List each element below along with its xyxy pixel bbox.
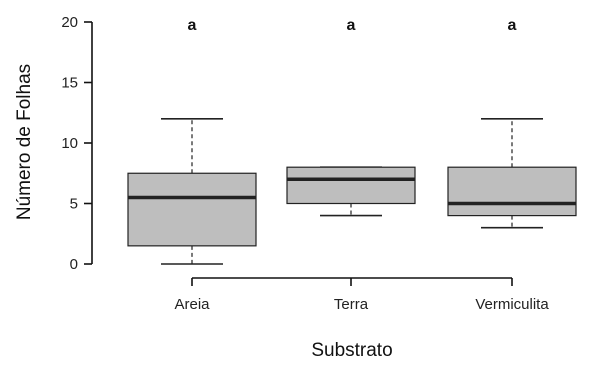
- group-letter: a: [188, 17, 197, 34]
- box-areia: [127, 118, 257, 265]
- y-ticks: 0 5 10 15 20: [61, 14, 92, 273]
- iqr-box: [286, 166, 416, 205]
- box-terra: [286, 166, 416, 217]
- y-tick-label: 10: [61, 135, 78, 152]
- y-tick-label: 0: [70, 256, 78, 273]
- x-tick-label: Vermiculita: [475, 296, 549, 313]
- boxes: [127, 118, 577, 265]
- iqr-box: [447, 166, 577, 217]
- group-letter: a: [347, 17, 356, 34]
- x-axis-title: Substrato: [311, 340, 392, 361]
- group-letter: a: [508, 17, 517, 34]
- y-tick-label: 5: [70, 196, 78, 213]
- box-vermiculita: [447, 118, 577, 229]
- x-tick-label: Areia: [174, 296, 210, 313]
- y-tick-label: 15: [61, 75, 78, 92]
- y-axis-title: Número de Folhas: [14, 64, 35, 220]
- x-ticks: Areia Terra Vermiculita: [174, 278, 549, 313]
- iqr-box: [127, 172, 257, 247]
- x-tick-label: Terra: [334, 296, 369, 313]
- y-tick-label: 20: [61, 14, 78, 31]
